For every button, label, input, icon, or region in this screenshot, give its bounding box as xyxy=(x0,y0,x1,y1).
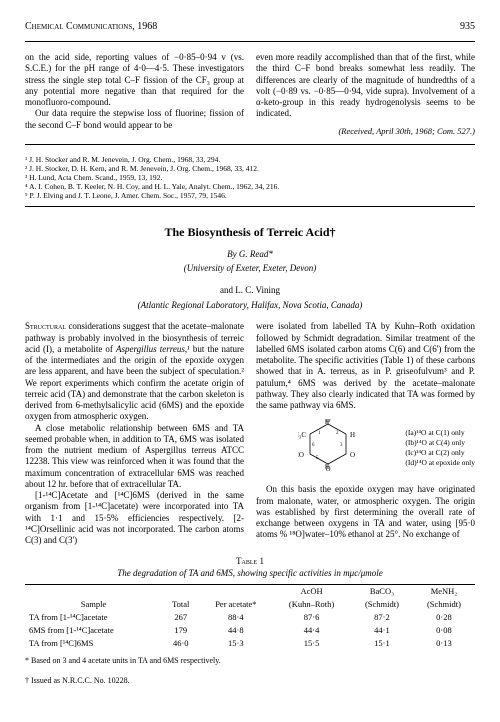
paragraph: [1-¹⁴C]Acetate and [¹⁴C]6MS (derived in … xyxy=(25,490,244,546)
cell: 44·4 xyxy=(272,624,351,637)
col-header: BaCO₃ xyxy=(351,585,413,598)
svg-text:2: 2 xyxy=(336,431,339,436)
body-col-left: Structural considerations suggest that t… xyxy=(25,321,244,546)
chemical-structure: O H H₃C O O HO 1 2 3 5 6 (Ia xyxy=(256,419,475,476)
table-caption: Table 1 The degradation of TA and 6MS, s… xyxy=(25,556,475,579)
data-table: AcOH BaCO₃ MeNH₂ Sample Total Per acetat… xyxy=(25,584,475,650)
paragraph: On this basis the epoxide oxygen may hav… xyxy=(256,484,475,540)
cell: 46·0 xyxy=(162,637,199,650)
paragraph: Structural considerations suggest that t… xyxy=(25,321,244,422)
svg-text:HO: HO xyxy=(298,451,304,459)
table-header-row: AcOH BaCO₃ MeNH₂ xyxy=(25,585,475,598)
structure-labels: (Ia)¹⁴O at C(1) only (Ib)¹⁴O at C(4) onl… xyxy=(405,428,475,467)
cell: 6MS from [1-¹⁴C]acetate xyxy=(25,624,162,637)
para-text: considerations suggest that the acetate–… xyxy=(25,321,244,421)
col-subheader: (Kuhn–Roth) xyxy=(272,598,351,611)
cell: 44·8 xyxy=(199,624,272,637)
cell: TA from [1-¹⁴C]acetate xyxy=(25,611,162,624)
author: By G. Read* xyxy=(227,249,273,259)
received-line: (Received, April 30th, 1968; Com. 527.) xyxy=(256,126,475,137)
cell: 15·3 xyxy=(199,637,272,650)
reference: ⁴ A. I. Cohen, B. T. Keeler, N. H. Coy, … xyxy=(25,182,475,191)
table-row: 6MS from [1-¹⁴C]acetate 179 44·8 44·4 44… xyxy=(25,624,475,637)
table-number: Table 1 xyxy=(236,556,264,566)
journal-name: Chemical Communications, 1968 xyxy=(25,20,157,33)
reference: ⁵ P. J. Elving and J. T. Leone, J. Amer.… xyxy=(25,191,475,200)
divider xyxy=(25,144,475,145)
prev-article-body: on the acid side, reporting values of −0… xyxy=(25,52,475,136)
table-footnote: * Based on 3 and 4 acetate units in TA a… xyxy=(25,656,475,666)
cell: 267 xyxy=(162,611,199,624)
svg-text:O: O xyxy=(350,451,355,459)
svg-text:1: 1 xyxy=(318,431,321,436)
paragraph: Our data require the stepwise loss of fl… xyxy=(25,108,244,131)
reference: ² J. H. Stocker, D. H. Kern, and R. M. J… xyxy=(25,164,475,173)
cell: 179 xyxy=(162,624,199,637)
svg-text:6: 6 xyxy=(312,443,315,448)
col-header: Sample xyxy=(25,598,162,611)
cell: 87·2 xyxy=(351,611,413,624)
prev-col-left: on the acid side, reporting values of −0… xyxy=(25,52,244,136)
prev-col-right: even more readily accomplished than that… xyxy=(256,52,475,136)
table-row: TA from [¹⁴C]6MS 46·0 15·3 15·5 15·1 0·1… xyxy=(25,637,475,650)
author-line: By G. Read* xyxy=(25,249,475,261)
reference: ¹ J. H. Stocker and R. M. Jenevein, J. O… xyxy=(25,155,475,164)
col-header: MeNH₂ xyxy=(413,585,475,598)
cell: 15·5 xyxy=(272,637,351,650)
col-subheader: (Schmidt) xyxy=(413,598,475,611)
col-header: AcOH xyxy=(272,585,351,598)
label: (Id)¹⁴O at epoxide only xyxy=(405,458,475,468)
table-title: The degradation of TA and 6MS, showing s… xyxy=(117,568,382,578)
reference-list: ¹ J. H. Stocker and R. M. Jenevein, J. O… xyxy=(25,155,475,200)
reference: ³ H. Lund, Acta Chem. Scand., 1959, 13, … xyxy=(25,173,475,182)
cell: 44·1 xyxy=(351,624,413,637)
cell: 0·13 xyxy=(413,637,475,650)
table-header-row: Sample Total Per acetate* (Kuhn–Roth) (S… xyxy=(25,598,475,611)
paragraph: on the acid side, reporting values of −0… xyxy=(25,52,244,108)
molecule-icon: O H H₃C O O HO 1 2 3 5 6 xyxy=(298,419,358,474)
cell: 88·4 xyxy=(199,611,272,624)
header-rule xyxy=(25,41,475,42)
paragraph: A close metabolic relationship between 6… xyxy=(25,423,244,491)
affiliation: (Atlantic Regional Laboratory, Halifax, … xyxy=(25,300,475,312)
svg-text:H: H xyxy=(350,431,355,439)
affiliation: (University of Exeter, Exeter, Devon) xyxy=(25,263,475,275)
label: (Ic)¹⁴O at C(2) only xyxy=(405,448,475,458)
col-subheader: (Schmidt) xyxy=(351,598,413,611)
table-row: TA from [1-¹⁴C]acetate 267 88·4 87·6 87·… xyxy=(25,611,475,624)
cell: TA from [¹⁴C]6MS xyxy=(25,637,162,650)
svg-text:3: 3 xyxy=(340,443,343,448)
title-footnote: † Issued as N.R.C.C. No. 10228. xyxy=(25,676,475,686)
lead-word: Structural xyxy=(25,321,66,331)
svg-text:H₃C: H₃C xyxy=(298,431,306,439)
paragraph: were isolated from labelled TA by Kuhn–R… xyxy=(256,321,475,411)
divider xyxy=(25,206,475,207)
article-body: Structural considerations suggest that t… xyxy=(25,321,475,546)
col-header: Total xyxy=(162,598,199,611)
cell: 87·6 xyxy=(272,611,351,624)
cell: 0·28 xyxy=(413,611,475,624)
label: (Ib)¹⁴O at C(4) only xyxy=(405,438,475,448)
label: (Ia)¹⁴O at C(1) only xyxy=(405,428,475,438)
body-col-right: were isolated from labelled TA by Kuhn–R… xyxy=(256,321,475,546)
col-header: Per acetate* xyxy=(199,598,272,611)
article-title: The Biosynthesis of Terreic Acid† xyxy=(25,225,475,241)
paragraph: even more readily accomplished than that… xyxy=(256,52,475,120)
page-header: Chemical Communications, 1968 935 xyxy=(25,20,475,33)
cell: 0·08 xyxy=(413,624,475,637)
page-number: 935 xyxy=(460,20,475,33)
author-line: and L. C. Vining xyxy=(25,285,475,297)
cell: 15·1 xyxy=(351,637,413,650)
